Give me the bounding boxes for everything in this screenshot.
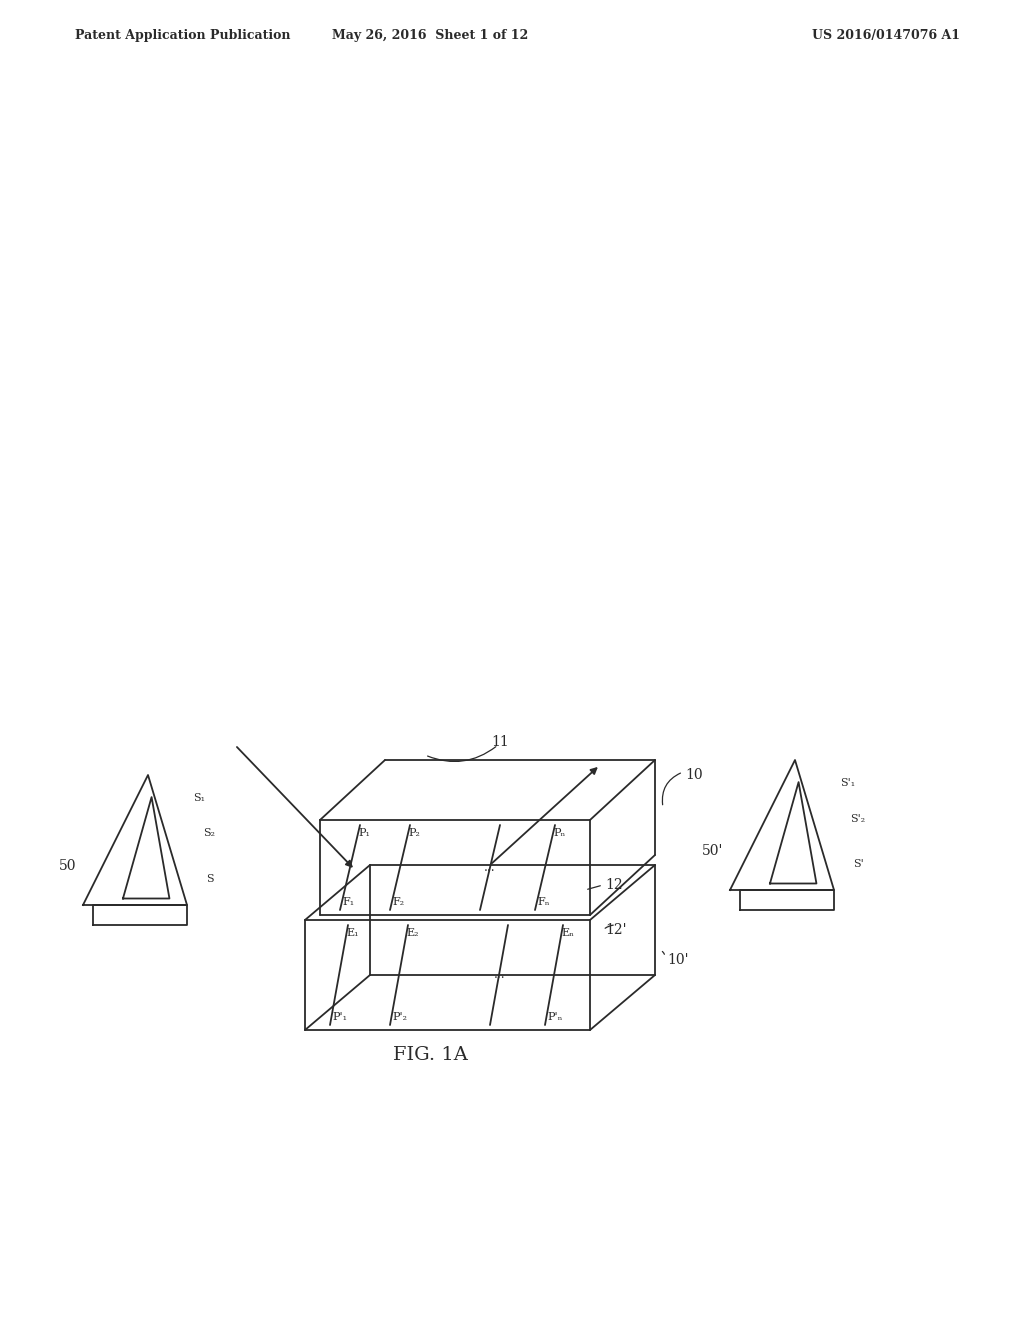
Text: S: S (207, 874, 214, 884)
Text: US 2016/0147076 A1: US 2016/0147076 A1 (812, 29, 961, 41)
Text: ...: ... (495, 969, 506, 982)
Text: 12: 12 (605, 878, 623, 892)
Text: F₁: F₁ (342, 898, 354, 907)
Text: 12': 12' (605, 923, 627, 937)
Text: P'₂: P'₂ (392, 1012, 407, 1022)
Text: ...: ... (484, 861, 496, 874)
Text: E₂: E₂ (406, 928, 419, 939)
Text: S'₂: S'₂ (850, 813, 865, 824)
Text: P'₁: P'₁ (332, 1012, 347, 1022)
Text: 10: 10 (685, 768, 702, 781)
Text: 10': 10' (667, 953, 688, 968)
Text: P'ₙ: P'ₙ (547, 1012, 562, 1022)
Text: P₁: P₁ (358, 828, 370, 838)
Text: 50': 50' (702, 843, 724, 858)
Text: S'₁: S'₁ (841, 779, 856, 788)
Text: E₁: E₁ (346, 928, 358, 939)
Text: Eₙ: Eₙ (561, 928, 574, 939)
Text: May 26, 2016  Sheet 1 of 12: May 26, 2016 Sheet 1 of 12 (332, 29, 528, 41)
Text: FIG. 1A: FIG. 1A (392, 1045, 467, 1064)
Text: P₂: P₂ (408, 828, 420, 838)
Text: Fₙ: Fₙ (537, 898, 550, 907)
Text: S₁: S₁ (194, 793, 206, 804)
Text: Pₙ: Pₙ (553, 828, 565, 838)
Text: 50: 50 (59, 859, 77, 873)
Text: S₂: S₂ (203, 829, 215, 838)
Text: F₂: F₂ (392, 898, 404, 907)
Text: 11: 11 (492, 735, 509, 748)
Text: Patent Application Publication: Patent Application Publication (75, 29, 291, 41)
Text: S': S' (853, 859, 864, 869)
